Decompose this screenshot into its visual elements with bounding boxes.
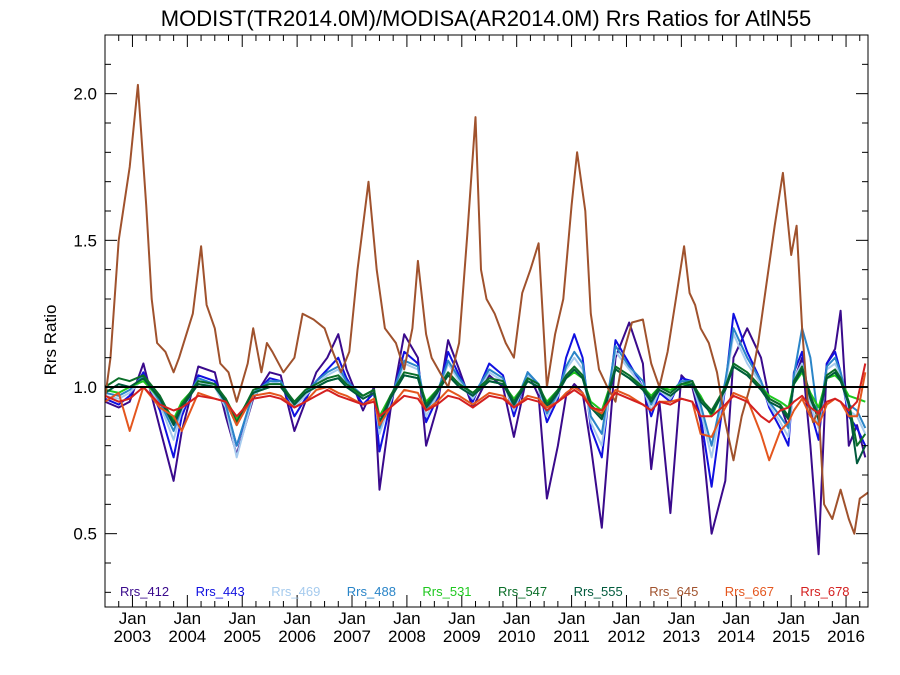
series-layer	[105, 83, 868, 556]
series-line-rrs_412	[105, 309, 867, 556]
axes-layer: 0.51.01.52.0Jan2003Jan2004Jan2005Jan2006…	[73, 34, 869, 646]
legend-entry-rrs_488: Rrs_488	[347, 584, 396, 599]
y-tick-label: 1.5	[73, 231, 97, 250]
x-tick-label-year: 2016	[827, 627, 865, 646]
x-tick-label-month: Jan	[832, 609, 859, 628]
legend-entry-rrs_645: Rrs_645	[649, 584, 698, 599]
legend-entry-rrs_667: Rrs_667	[725, 584, 774, 599]
x-tick-label-year: 2008	[388, 627, 426, 646]
x-tick-label-year: 2010	[498, 627, 536, 646]
x-tick-label-year: 2004	[168, 627, 206, 646]
y-tick-label: 1.0	[73, 378, 97, 397]
x-tick-label-year: 2006	[278, 627, 316, 646]
x-tick-label-year: 2007	[333, 627, 371, 646]
legend-entry-rrs_412: Rrs_412	[120, 584, 169, 599]
x-tick-label-month: Jan	[283, 609, 310, 628]
x-tick-label-month: Jan	[613, 609, 640, 628]
x-tick-label-year: 2012	[608, 627, 646, 646]
legend-entry-rrs_469: Rrs_469	[271, 584, 320, 599]
legend-entry-rrs_547: Rrs_547	[498, 584, 547, 599]
x-tick-label-year: 2003	[114, 627, 152, 646]
x-tick-label-month: Jan	[448, 609, 475, 628]
x-tick-label-month: Jan	[174, 609, 201, 628]
x-tick-label-month: Jan	[338, 609, 365, 628]
x-tick-label-year: 2005	[223, 627, 261, 646]
legend: Rrs_412 Rrs_443 Rrs_469 Rrs_488 Rrs_531 Rrs_5…	[120, 584, 850, 599]
x-tick-label-year: 2011	[553, 627, 590, 646]
legend-entry-rrs_531: Rrs_531	[422, 584, 471, 599]
x-tick-label-month: Jan	[777, 609, 804, 628]
legend-entry-rrs_678: Rrs_678	[800, 584, 849, 599]
series-line-rrs_645	[105, 83, 868, 535]
y-tick-label: 0.5	[73, 525, 97, 544]
series-line-rrs_667	[105, 372, 867, 462]
legend-entry-rrs_443: Rrs_443	[196, 584, 245, 599]
x-tick-label-month: Jan	[229, 609, 256, 628]
x-tick-label-month: Jan	[668, 609, 695, 628]
series-line-rrs_555	[105, 365, 867, 465]
series-line-rrs_678	[105, 363, 867, 424]
y-axis-label: Rrs Ratio	[41, 305, 60, 376]
x-tick-label-month: Jan	[558, 609, 585, 628]
x-tick-label-month: Jan	[723, 609, 750, 628]
x-tick-label-month: Jan	[393, 609, 420, 628]
plot-frame	[104, 34, 869, 608]
x-tick-label-year: 2013	[662, 627, 700, 646]
x-tick-label-year: 2009	[443, 627, 481, 646]
chart-title: MODIST(TR2014.0M)/MODISA(AR2014.0M) Rrs …	[161, 6, 811, 31]
x-tick-label-month: Jan	[503, 609, 530, 628]
x-tick-label-year: 2014	[717, 627, 755, 646]
x-tick-label-year: 2015	[772, 627, 810, 646]
legend-entry-rrs_555: Rrs_555	[574, 584, 623, 599]
x-tick-label-month: Jan	[119, 609, 146, 628]
y-tick-label: 2.0	[73, 85, 97, 104]
